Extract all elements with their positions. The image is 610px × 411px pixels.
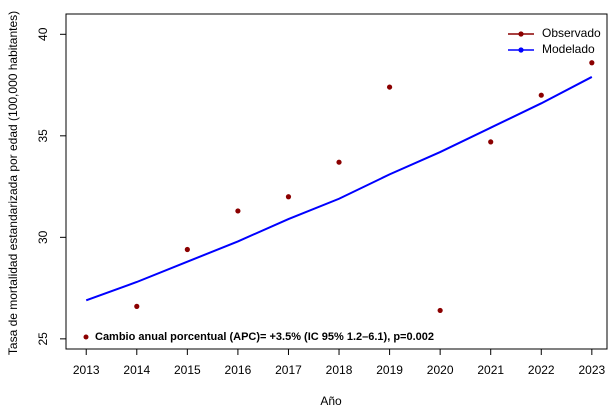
x-tick-label: 2013 [73,363,100,377]
observed-point [538,92,544,98]
x-tick-label: 2022 [528,363,555,377]
legend-label: Modelado [542,42,595,56]
x-tick-label: 2017 [275,363,302,377]
observed-point [336,159,342,165]
x-tick-label: 2021 [477,363,504,377]
observed-point [184,246,190,253]
observed-point [386,84,393,90]
legend-dot [518,47,524,53]
y-axis-title: Tasa de mortalidad estandarizada por eda… [6,11,20,355]
observed-point [488,139,494,145]
x-tick-label: 2018 [326,363,353,377]
x-tick-label: 2014 [123,363,150,377]
observed-point [285,194,292,200]
x-axis-title: Año [320,394,342,408]
legend-dot [518,31,524,37]
x-tick-label: 2015 [174,363,201,377]
y-tick-label: 30 [36,230,50,244]
y-tick-label: 35 [36,129,50,143]
x-tick-label: 2020 [427,363,454,377]
x-tick-label: 2016 [225,363,252,377]
annotation-dot [83,334,89,340]
x-tick-label: 2019 [376,363,403,377]
x-tick-label: 2023 [578,363,605,377]
legend-label: Observado [542,26,601,40]
observed-point [235,208,241,214]
observed-point [437,307,443,314]
observed-point [589,60,595,66]
annotation: Cambio anual porcentual (APC)= +3.5% (IC… [95,331,434,343]
y-tick-label: 40 [36,27,50,41]
y-tick-label: 25 [36,332,50,346]
model-line [85,76,593,302]
observed-point [134,303,140,309]
